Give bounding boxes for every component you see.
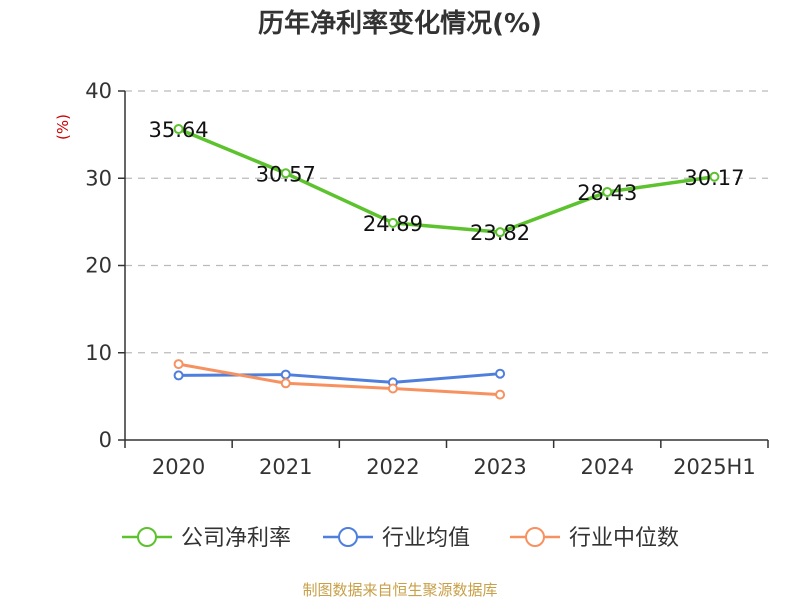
data-point [173,124,184,135]
x-tick-label: 2025H1 [673,455,756,479]
data-label: 23.82 [470,221,530,245]
data-point [495,227,506,238]
x-tick-label: 2024 [581,455,634,479]
legend-label: 行业中位数 [569,526,679,551]
legend-item[interactable]: 行业均值 [323,526,470,551]
data-point [280,168,291,179]
data-point [387,217,398,228]
x-tick-label: 2023 [473,455,526,479]
data-label: 28.43 [577,181,637,205]
legend-label: 公司净利率 [181,526,291,551]
legend-marker [525,527,545,547]
legend-item[interactable]: 公司净利率 [122,526,291,551]
chart-title: 历年净利率变化情况(%) [258,8,542,39]
y-tick-label: 20 [85,254,112,278]
data-label: 24.89 [363,212,423,236]
source-note: 制图数据来自恒生聚源数据库 [302,581,497,599]
legend-marker [137,527,157,547]
axes: 0 10 20 30 40 2020 2021 2022 2023 2024 2025H1 [85,79,769,479]
data-point [280,369,291,380]
legend-marker [338,527,358,547]
y-axis-unit: (%) [54,114,72,140]
x-tick-label: 2020 [152,455,205,479]
data-label: 30.57 [256,162,316,186]
data-point [173,359,184,370]
y-tick-label: 30 [85,166,112,190]
y-tick-label: 40 [85,79,112,103]
series-line [178,372,501,384]
y-tick-label: 0 [99,428,112,452]
legend[interactable]: 公司净利率 行业均值 行业中位数 [122,526,679,551]
x-tick-label: 2022 [366,455,419,479]
series-line [177,127,715,234]
data-point [495,368,506,379]
data-point [495,389,506,400]
y-tick-label: 10 [85,341,112,365]
legend-item[interactable]: 行业中位数 [510,526,679,551]
data-point [387,383,398,394]
data-label: 30.17 [684,166,744,190]
grid [125,90,768,354]
data-label: 35.64 [149,118,209,142]
data-point [602,186,613,197]
data-point [173,370,184,381]
legend-label: 行业均值 [382,526,470,551]
series-layer: 35.64 30.57 24.89 23.82 28.43 30.17 [149,118,744,400]
series-line [178,362,501,397]
x-tick-label: 2021 [259,455,312,479]
data-point [709,171,720,182]
data-point [280,378,291,389]
